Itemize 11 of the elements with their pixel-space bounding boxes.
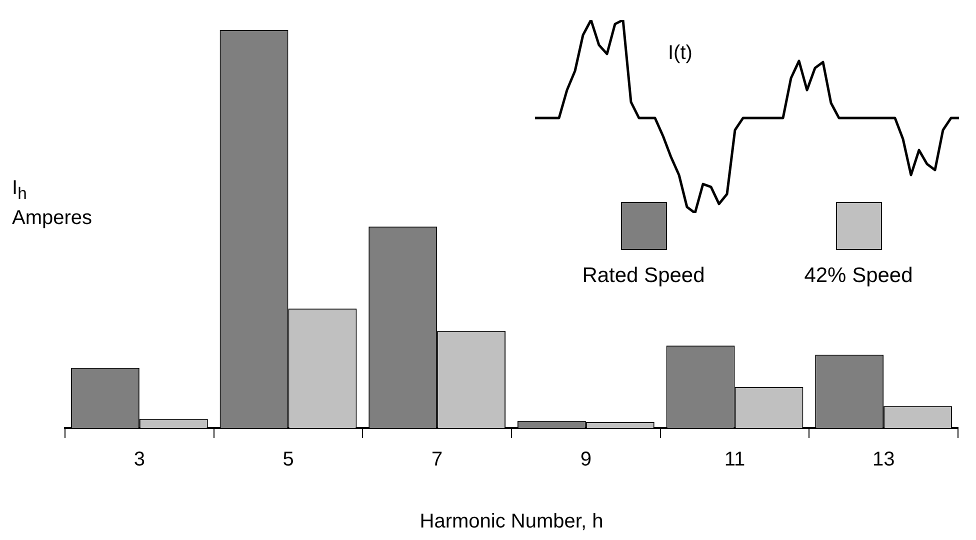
legend-label: Rated Speed [582, 264, 705, 288]
x-tick-label: 13 [872, 448, 895, 471]
text: I(t) [668, 42, 692, 65]
legend-label: 42% Speed [804, 264, 913, 288]
x-axis-title: Harmonic Number, h [420, 510, 604, 533]
x-tick-label: 3 [134, 448, 145, 471]
x-tick-label: 11 [724, 448, 746, 471]
y-axis-title: I$_{h}$ Amperes [12, 176, 92, 230]
x-tick-label: 5 [282, 448, 294, 471]
x-tick-label: 9 [580, 448, 592, 471]
x-tick-label: 7 [432, 448, 443, 471]
